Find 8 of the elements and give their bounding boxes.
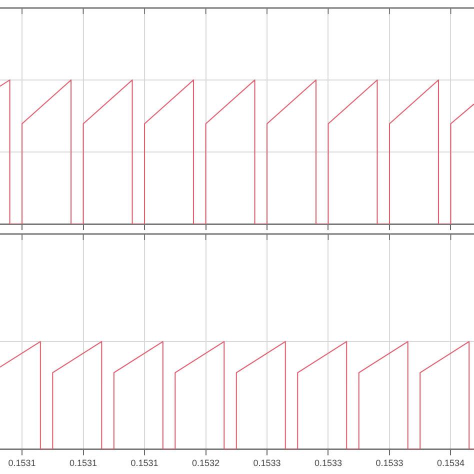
x-tick-label: 0.1534 xyxy=(436,458,464,468)
x-tick-label: 0.1533 xyxy=(376,458,404,468)
x-tick-label: 0.1532 xyxy=(192,458,220,468)
x-tick-label: 0.1531 xyxy=(70,458,98,468)
x-tick-label: 0.1531 xyxy=(130,458,158,468)
x-tick-label: 0.1531 xyxy=(8,458,36,468)
x-tick-label: 0.1533 xyxy=(314,458,342,468)
x-tick-label: 0.1533 xyxy=(253,458,281,468)
